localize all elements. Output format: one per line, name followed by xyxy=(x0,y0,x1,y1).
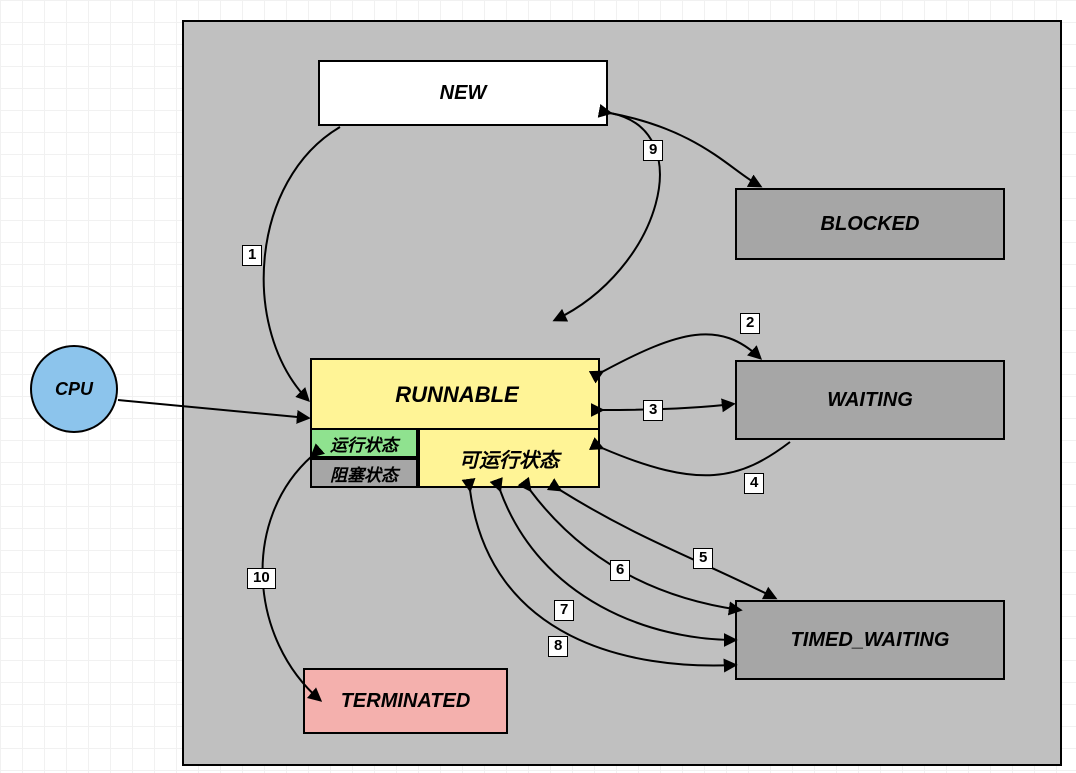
state-runnable-ready: 可运行状态 xyxy=(418,428,600,488)
edge-label-8: 8 xyxy=(548,636,568,657)
edge-label-5: 5 xyxy=(693,548,713,569)
state-timed-waiting: TIMED_WAITING xyxy=(735,600,1005,680)
state-runnable-blocked: 阻塞状态 xyxy=(310,458,418,488)
edge-label-3: 3 xyxy=(643,400,663,421)
state-terminated-label: TERMINATED xyxy=(341,690,471,713)
state-blocked-label: BLOCKED xyxy=(821,213,920,236)
cpu-node: CPU xyxy=(30,345,118,433)
state-terminated: TERMINATED xyxy=(303,668,508,734)
state-waiting-label: WAITING xyxy=(827,389,913,412)
state-runnable-running-label: 运行状态 xyxy=(330,431,398,456)
state-blocked: BLOCKED xyxy=(735,188,1005,260)
state-timed-waiting-label: TIMED_WAITING xyxy=(791,629,950,652)
state-runnable-running: 运行状态 xyxy=(310,428,418,458)
edge-label-10: 10 xyxy=(247,568,276,589)
state-waiting: WAITING xyxy=(735,360,1005,440)
edge-label-6: 6 xyxy=(610,560,630,581)
edge-label-9: 9 xyxy=(643,140,663,161)
state-runnable-label: RUNNABLE xyxy=(395,382,518,408)
state-runnable-ready-label: 可运行状态 xyxy=(459,444,559,473)
state-new: NEW xyxy=(318,60,608,126)
state-runnable-blocked-label: 阻塞状态 xyxy=(330,461,398,486)
edge-label-7: 7 xyxy=(554,600,574,621)
cpu-label: CPU xyxy=(55,379,93,400)
edge-label-2: 2 xyxy=(740,313,760,334)
edge-label-4: 4 xyxy=(744,473,764,494)
edge-label-1: 1 xyxy=(242,245,262,266)
state-new-label: NEW xyxy=(440,82,487,105)
state-runnable-title: RUNNABLE xyxy=(312,360,602,430)
